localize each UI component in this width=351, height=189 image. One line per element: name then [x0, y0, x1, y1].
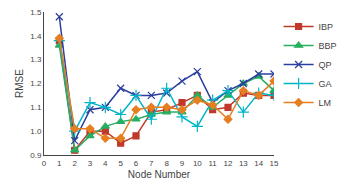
svg-text:6: 6: [134, 159, 139, 168]
svg-text:7: 7: [149, 159, 154, 168]
svg-text:12: 12: [224, 159, 233, 168]
svg-text:0.9: 0.9: [30, 151, 42, 160]
svg-text:14: 14: [254, 159, 263, 168]
svg-text:10: 10: [193, 159, 202, 168]
svg-text:8: 8: [164, 159, 169, 168]
svg-text:1.2: 1.2: [30, 79, 42, 88]
svg-text:RMSE: RMSE: [14, 69, 25, 98]
svg-text:2: 2: [72, 159, 77, 168]
svg-text:GA: GA: [319, 79, 332, 89]
svg-text:4: 4: [103, 159, 108, 168]
svg-text:Node Number: Node Number: [128, 169, 191, 180]
svg-text:QP: QP: [319, 60, 332, 70]
svg-text:9: 9: [180, 159, 185, 168]
svg-text:1.4: 1.4: [30, 32, 42, 41]
svg-text:1.3: 1.3: [30, 55, 42, 64]
svg-text:1.1: 1.1: [30, 103, 42, 112]
svg-text:1.5: 1.5: [30, 8, 42, 17]
svg-text:3: 3: [88, 159, 93, 168]
svg-text:LM: LM: [319, 98, 332, 108]
svg-text:1: 1: [57, 159, 62, 168]
svg-text:BBP: BBP: [319, 41, 337, 51]
svg-text:1.0: 1.0: [30, 127, 42, 136]
svg-text:15: 15: [270, 159, 279, 168]
svg-text:0: 0: [42, 159, 47, 168]
svg-text:11: 11: [209, 159, 218, 168]
svg-text:13: 13: [239, 159, 248, 168]
svg-text:5: 5: [118, 159, 123, 168]
svg-text:IBP: IBP: [319, 22, 334, 32]
